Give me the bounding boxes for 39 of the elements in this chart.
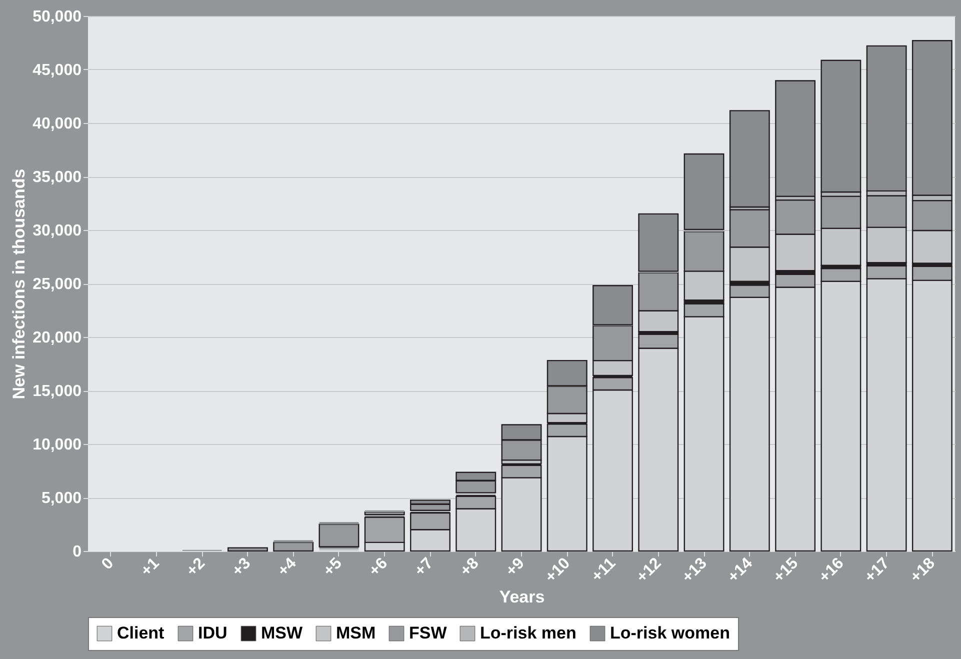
x-tick-label: +11 [588,554,620,586]
y-tick-label: 45,000 [32,62,82,79]
x-tick-label: +7 [412,554,437,580]
x-axis-title: Years [499,587,545,606]
legend-label: Client [117,624,165,643]
x-tick-label: +16 [816,554,848,586]
x-tick-label: 0 [98,554,118,574]
x-tick-label: +17 [862,554,893,586]
y-axis-title: New infections in thousands [10,168,29,400]
x-tick-label: +14 [724,554,756,586]
legend-label: Lo-risk men [480,624,576,643]
y-tick-label: 10,000 [32,436,82,454]
x-tick-label: +13 [679,554,710,586]
y-tick-label: 50,000 [32,8,82,26]
y-tick-label: 35,000 [32,169,82,186]
x-tick-label: +5 [320,554,346,580]
x-tick-label: +1 [138,554,163,580]
legend-label: MSW [261,624,304,643]
x-tick-label: +18 [907,554,939,586]
x-tick-label: +15 [770,554,802,586]
y-tick-label: 5,000 [41,490,82,507]
legend-label: IDU [198,624,228,643]
y-tick-label: 25,000 [32,276,82,293]
y-tick-label: 30,000 [32,222,82,240]
x-tick-label: +2 [184,554,209,580]
x-tick-label: +6 [366,554,392,580]
legend-label: FSW [409,624,448,643]
y-tick-label: 15,000 [32,383,82,400]
x-tick-label: +8 [457,554,482,580]
y-tick-label: 20,000 [32,330,82,346]
y-tick-label: 40,000 [32,116,82,132]
x-tick-label: +12 [634,554,665,586]
x-tick-label: +3 [229,554,254,580]
x-tick-label: +10 [542,554,574,586]
x-tick-label: +9 [502,554,528,580]
y-tick-label: 0 [72,544,82,560]
legend-label: Lo-risk women [610,624,730,643]
x-tick-label: +4 [274,554,300,580]
legend-label: MSM [336,624,376,643]
